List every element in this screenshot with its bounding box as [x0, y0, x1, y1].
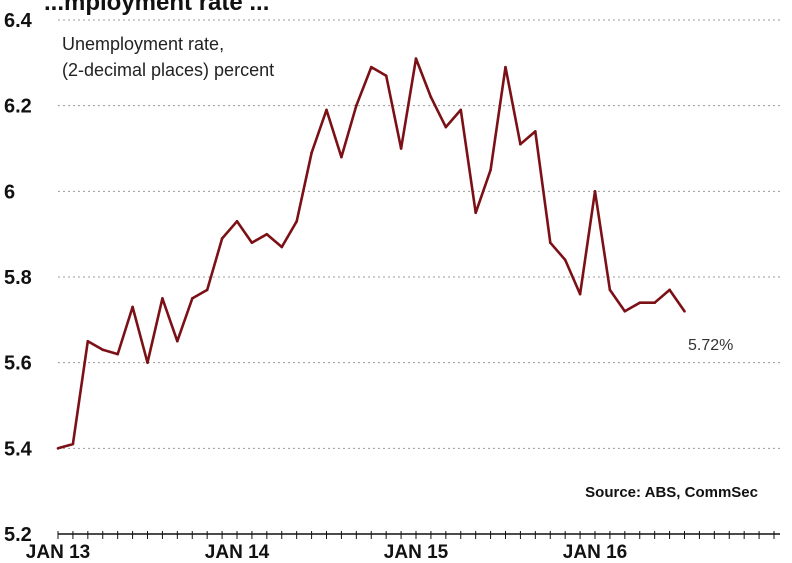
data-point [399, 147, 403, 150]
data-point [668, 288, 671, 292]
data-point [444, 125, 448, 129]
data-point [116, 352, 119, 356]
data-point [131, 305, 134, 309]
annotation-line-2: (2-decimal places) percent [62, 60, 274, 80]
data-point [280, 245, 284, 249]
y-tick-label: 5.2 [4, 524, 32, 546]
data-point [623, 309, 627, 313]
x-tick-label: JAN 14 [205, 542, 270, 563]
data-point [235, 220, 239, 223]
data-point [683, 309, 686, 313]
data-point [563, 258, 567, 262]
data-point [638, 301, 642, 305]
y-axis-ticks: 6.4 6.2 6 5.8 5.6 5.4 5.2 [4, 10, 33, 546]
data-point [653, 301, 656, 305]
x-axis: JAN 13 JAN 14 JAN 15 JAN 16 [26, 531, 780, 563]
data-point [519, 142, 522, 146]
y-tick-label: 5.4 [4, 438, 33, 460]
data-point [220, 237, 224, 240]
data-point [71, 442, 75, 446]
data-point [534, 130, 537, 133]
data-point [265, 232, 269, 236]
data-point [250, 241, 254, 245]
last-value-label: 5.72% [688, 337, 733, 354]
data-point [429, 95, 433, 99]
data-point [56, 447, 60, 450]
y-tick-label: 5.8 [4, 267, 32, 289]
data-point [86, 339, 90, 343]
data-point [355, 104, 358, 107]
data-point [489, 168, 492, 172]
data-point [593, 190, 597, 193]
data-point [608, 288, 612, 292]
gridlines [58, 19, 780, 449]
x-tick-label: JAN 15 [384, 542, 449, 563]
source-label: Source: ABS, CommSec [585, 484, 758, 501]
series-layer [56, 57, 686, 450]
data-point [578, 292, 582, 296]
chart-title-fragment: ...mployment rate ... [44, 0, 269, 16]
data-point [340, 155, 343, 159]
data-point [548, 241, 552, 245]
data-point [190, 297, 194, 300]
y-tick-label: 6 [4, 181, 15, 203]
data-point [414, 57, 418, 60]
data-point [369, 65, 373, 69]
data-point [205, 288, 209, 292]
y-tick-label: 6.4 [4, 10, 33, 32]
annotation-line-1: Unemployment rate, [62, 34, 224, 54]
data-point [310, 151, 313, 155]
x-tick-label: JAN 13 [26, 542, 90, 563]
data-point [161, 297, 164, 300]
data-point [176, 339, 179, 343]
data-point [459, 108, 463, 112]
data-point [325, 108, 328, 112]
data-point [295, 220, 298, 223]
y-tick-label: 6.2 [4, 96, 32, 118]
series-line [57, 57, 686, 450]
data-point [384, 74, 388, 77]
data-point [474, 211, 477, 215]
data-point [101, 348, 105, 352]
data-point [504, 65, 507, 69]
x-tick-label: JAN 16 [563, 542, 627, 563]
y-tick-label: 5.6 [4, 353, 32, 375]
data-point [146, 361, 149, 364]
